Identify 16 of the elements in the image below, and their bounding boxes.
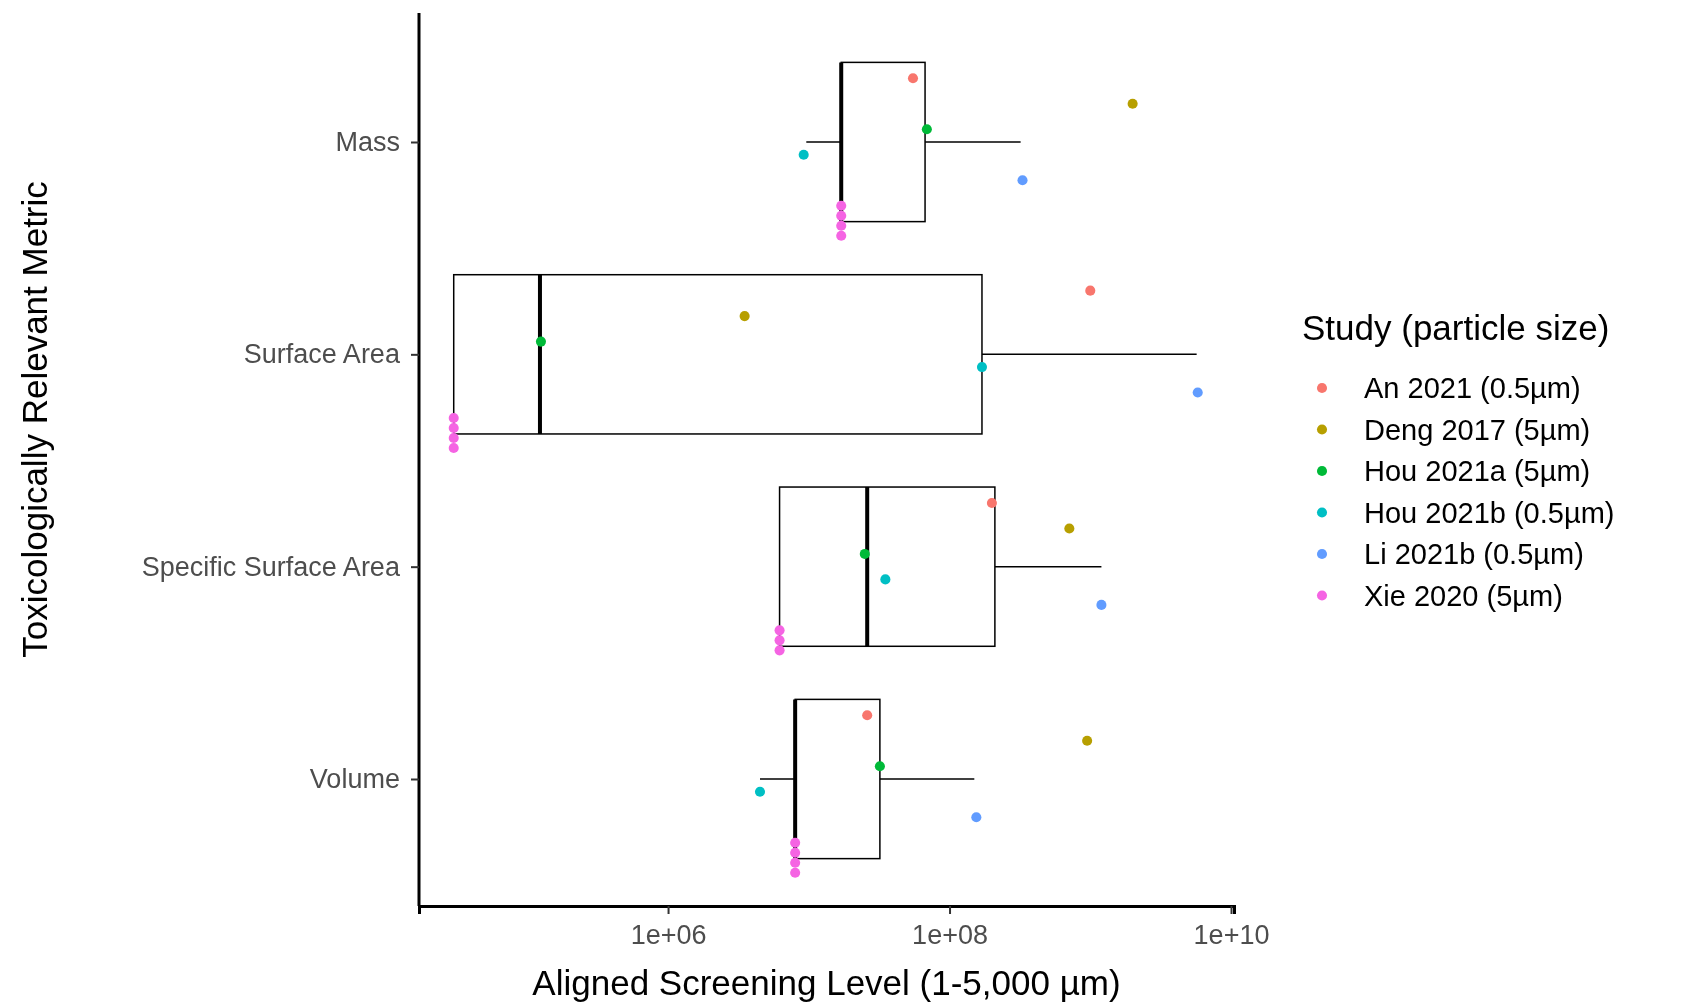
x-tick-label: 1e+06: [630, 920, 707, 950]
legend-title: Study (particle size): [1302, 308, 1610, 347]
y-tick-label: Volume: [309, 764, 400, 795]
x-tick-label: 1e+08: [912, 920, 988, 950]
y-tick-label: Mass: [335, 127, 400, 158]
x-tick-label: 1e+10: [1193, 920, 1270, 950]
legend-label: Hou 2021b (0.5µm): [1364, 496, 1615, 529]
y-tick-label: Specific Surface Area: [141, 551, 401, 582]
legend-label: Li 2021b (0.5µm): [1364, 538, 1584, 570]
legend-label: Xie 2020 (5µm): [1364, 579, 1563, 612]
legend-label: An 2021 (0.5µm): [1364, 372, 1581, 404]
x-axis-title: Aligned Screening Level (1-5,000 µm): [532, 963, 1121, 1002]
y-axis-title: Toxicologically Relevant Metric: [15, 181, 54, 658]
legend-label: Hou 2021a (5µm): [1364, 455, 1591, 487]
y-tick-label: Surface Area: [243, 339, 401, 370]
legend-label: Deng 2017 (5µm): [1364, 413, 1591, 446]
